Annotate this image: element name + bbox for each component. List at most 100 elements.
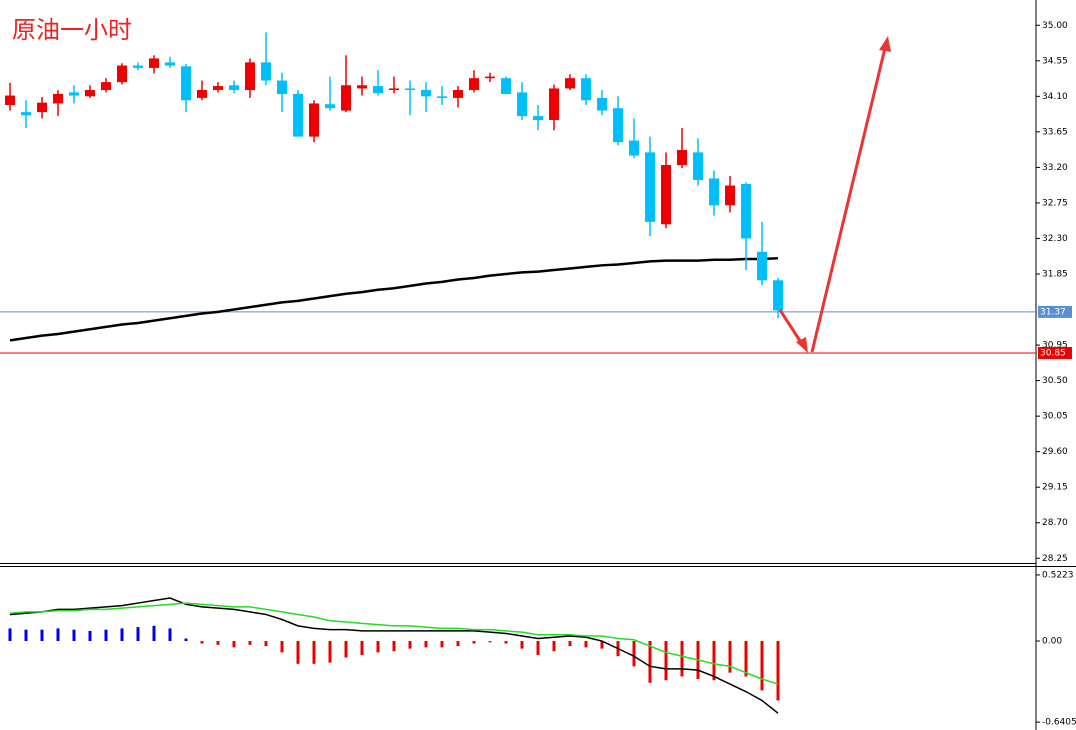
candle-body [309, 103, 319, 137]
macd-bar [152, 625, 156, 642]
macd-bar [472, 641, 476, 644]
macd-bar [312, 641, 316, 664]
macd-bar [776, 641, 780, 701]
candle-body [645, 152, 655, 222]
candle-body [69, 92, 79, 96]
candle-body [245, 62, 255, 91]
macd-bar [168, 628, 172, 642]
macd-bar [200, 641, 204, 644]
macd-bar [584, 641, 588, 648]
candle-body [85, 90, 95, 97]
macd-bar [664, 641, 668, 681]
candle-body [661, 165, 671, 225]
candle-body [53, 93, 63, 104]
macd-bar [280, 641, 284, 653]
candle-body [725, 185, 735, 206]
candle-body [293, 93, 303, 137]
candle-body [405, 88, 415, 91]
level-label: 31.37 [1040, 307, 1066, 317]
plot: 35.00 34.55 34.10 33.65 33.20 32.75 32.30 31.85… [0, 21, 1076, 728]
candle-body [101, 82, 111, 91]
forecast-arrow [778, 36, 891, 353]
candle-body [261, 62, 271, 81]
macd-bar [568, 641, 572, 647]
candle-body [133, 65, 143, 68]
candle-body [533, 116, 543, 121]
candle-body [597, 97, 607, 111]
candle-body [37, 102, 47, 113]
candle-body [421, 90, 431, 97]
candle-body [21, 112, 31, 116]
y-tick-label: 34.55 [1042, 56, 1068, 66]
macd-bar [440, 641, 444, 648]
macd-bar [120, 628, 124, 642]
candle-body [581, 78, 591, 101]
macd-bar [632, 641, 636, 667]
macd-bar [536, 641, 540, 655]
candle-body [165, 62, 175, 66]
candle-body [389, 88, 399, 91]
moving-average [9, 256, 779, 342]
macd-line [9, 602, 779, 685]
y-tick-label: 29.60 [1042, 447, 1068, 457]
candle-body [469, 78, 479, 91]
macd-bar [376, 641, 380, 653]
candle-body [485, 76, 495, 79]
y-tick-label: -0.6405 [1042, 718, 1076, 728]
candle-body [709, 178, 719, 206]
candle-body [629, 140, 639, 156]
macd-bar [40, 629, 44, 642]
candle-body [197, 90, 207, 98]
y-tick-label: 33.65 [1042, 127, 1068, 137]
candle-body [757, 251, 767, 281]
macd-bar [712, 641, 716, 681]
candle-body [773, 280, 783, 311]
macd-bar [8, 628, 12, 642]
candle-body [437, 96, 447, 98]
y-tick-label: 35.00 [1042, 21, 1068, 31]
y-tick-label: 28.25 [1042, 554, 1068, 564]
macd-bar [760, 641, 764, 691]
macd-bar [728, 641, 732, 673]
macd-bar [264, 641, 268, 647]
macd-bar [232, 641, 236, 648]
macd-bar [600, 641, 604, 649]
candle-body [181, 66, 191, 101]
macd-bar [248, 641, 252, 645]
macd-bar [104, 629, 108, 642]
candle-body [517, 92, 527, 117]
y-tick-label: 0.5223 [1042, 570, 1074, 580]
macd-bar [488, 641, 492, 643]
macd-bar [680, 641, 684, 677]
candle-body [325, 104, 335, 109]
y-tick-label: 33.20 [1042, 163, 1068, 173]
candle-body [229, 85, 239, 91]
y-tick-label: 0.00 [1042, 637, 1062, 647]
macd-bar [216, 641, 220, 645]
macd-bar [520, 641, 524, 649]
macd-bar [648, 641, 652, 683]
macd-bar [72, 629, 76, 642]
y-tick-label: 32.30 [1042, 234, 1068, 244]
candle-body [549, 88, 559, 121]
macd-bar [328, 641, 332, 663]
y-tick-label: 30.95 [1042, 341, 1068, 351]
y-tick-label: 30.05 [1042, 412, 1068, 422]
macd-bar [408, 641, 412, 649]
candle-body [453, 90, 463, 98]
candle-body [677, 150, 687, 166]
candle-body [357, 85, 367, 89]
candle-body [373, 86, 383, 94]
y-tick-label: 32.75 [1042, 198, 1068, 208]
macd-bar [184, 638, 188, 642]
macd-bar [296, 641, 300, 664]
macd-bar [552, 641, 556, 652]
candle-body [5, 95, 15, 106]
y-tick-label: 28.70 [1042, 518, 1068, 528]
macd-bar [344, 641, 348, 658]
candle-body [341, 85, 351, 111]
macd-bar [392, 641, 396, 652]
candle-body [117, 65, 127, 83]
macd-bar [360, 641, 364, 655]
